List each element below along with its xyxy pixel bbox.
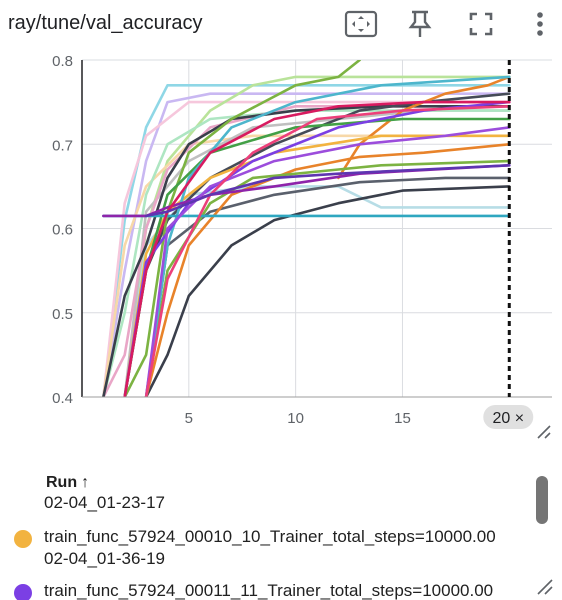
run-color-dot [14, 584, 32, 600]
fullscreen-button[interactable] [463, 6, 499, 42]
more-vert-icon [537, 12, 543, 36]
sort-asc-icon: ↑ [81, 474, 90, 491]
runs-list: 02-04_01-23-17 train_func_57924_00010_10… [0, 494, 562, 600]
series-line [123, 60, 361, 397]
chart-axes [81, 60, 552, 398]
fit-domain-icon [344, 10, 378, 38]
series-line [144, 105, 511, 397]
series-line [144, 185, 511, 397]
series-line [123, 185, 511, 397]
resize-handle-icon[interactable] [537, 425, 551, 439]
hover-step-label: 20 × [492, 410, 524, 427]
fit-domain-button[interactable] [343, 6, 379, 42]
run-time: 02-04_01-36-19 [44, 549, 165, 568]
more-options-button[interactable] [522, 6, 558, 42]
series-line [144, 176, 511, 397]
run-time: 02-04_01-23-17 [44, 494, 165, 512]
tick-labels: 0.4 0.5 0.6 0.7 0.8 5 10 15 [52, 53, 411, 427]
y-tick-label: 0.7 [52, 137, 73, 154]
series-line [102, 105, 511, 397]
run-color-dot [14, 530, 32, 548]
y-tick-label: 0.5 [52, 306, 73, 323]
series-group [102, 60, 511, 397]
hover-group: 20 × [483, 60, 534, 429]
series-line [102, 105, 511, 397]
series-line [144, 164, 511, 218]
x-tick-label: 15 [394, 410, 411, 427]
series-line [144, 126, 511, 397]
pin-icon [408, 10, 432, 37]
run-name: train_func_57924_00010_10_Trainer_total_… [44, 527, 496, 546]
series-line [144, 143, 511, 397]
line-chart[interactable]: 0.4 0.5 0.6 0.7 0.8 5 10 15 20 × [0, 46, 562, 446]
x-tick-label: 10 [287, 410, 304, 427]
run-column-label: Run [46, 474, 78, 491]
series-line [144, 75, 511, 397]
series-line [123, 134, 511, 397]
runs-header[interactable]: Run ↑ [46, 474, 89, 492]
y-tick-label: 0.6 [52, 222, 73, 239]
x-tick-label: 5 [185, 410, 193, 427]
series-line [144, 159, 511, 397]
fullscreen-icon [469, 12, 493, 36]
card-title: ray/tune/val_accuracy [8, 12, 203, 34]
series-line [102, 100, 511, 397]
y-tick-label: 0.8 [52, 53, 73, 70]
runs-scrollbar[interactable] [536, 476, 548, 524]
resize-corner-icon[interactable] [536, 578, 554, 596]
series-line [123, 100, 511, 397]
hover-chip [483, 405, 534, 429]
series-line [102, 92, 511, 397]
pin-button[interactable] [402, 6, 438, 42]
run-name: train_func_57924_00011_11_Trainer_total_… [44, 581, 494, 600]
series-line [123, 117, 511, 397]
y-tick-label: 0.4 [52, 390, 73, 407]
